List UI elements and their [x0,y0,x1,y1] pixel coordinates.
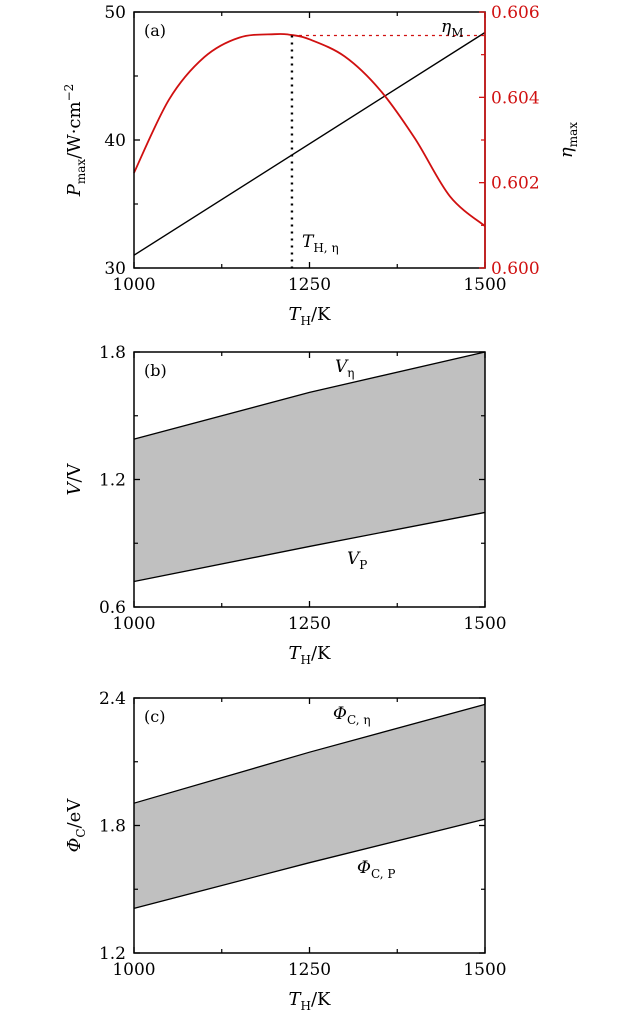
upper-boundary-line [133,351,486,440]
x-tick-label: 1000 [112,960,155,980]
x-tick-label: 1000 [112,275,155,295]
x-tick-label: 1000 [112,614,155,634]
plot-frame [133,11,486,269]
y-tick-label: 1.2 [99,944,126,964]
lower-boundary-line [133,818,486,910]
t-h-eta-annotation: TH, η [302,232,339,255]
y-left-label: Pmax/W·cm−2 [62,84,88,198]
panel-tag: (b) [144,361,167,380]
panel-2: 1000 1250 1500 0.6 1.2 1.8 V/V Vη VP TH/K (b) [64,343,507,667]
x-tick-label: 1250 [288,614,331,634]
y-tick-label: 0.6 [99,598,126,618]
right-tick-label: 0.600 [491,259,540,279]
y-tick-label: 1.2 [99,471,126,491]
y-tick-label: 50 [104,3,126,23]
upper-curve-annotation: Vη [335,357,354,380]
panel-tag: (c) [144,707,165,726]
lower-curve-annotation: ΦC, P [357,858,395,881]
right-tick-label: 0.604 [491,88,540,108]
right-tick-label: 0.606 [491,3,540,23]
y-right-label: ηmax [556,122,580,158]
x-tick-label: 1500 [463,275,506,295]
panel-1: ηM TH, η 1000 1250 1500 30 40 50 0.600 0.602 0.604… [62,3,580,328]
y-tick-label: 40 [104,131,126,151]
x-axis-label: TH/K [289,643,332,667]
x-tick-label: 1500 [463,960,506,980]
x-axis-label: TH/K [289,989,332,1013]
x-tick-label: 1250 [288,960,331,980]
shaded-region [134,704,485,909]
lower-curve-annotation: VP [347,549,367,572]
p-max-line [133,31,486,256]
eta-m-annotation: ηM [441,17,463,40]
x-tick-label: 1250 [288,275,331,295]
upper-boundary-line [133,703,486,804]
lower-boundary-line [133,511,486,583]
panel-tag: (a) [144,21,166,40]
right-tick-label: 0.602 [491,174,540,194]
y-label: ΦC/eV [64,798,88,853]
y-tick-label: 1.8 [99,817,126,837]
shaded-region [134,352,485,582]
y-tick-label: 1.8 [99,343,126,363]
panel-3: 1000 1250 1500 1.2 1.8 2.4 ΦC/eV ΦC, η ΦC, P TH/K… [64,689,507,1013]
eta-max-curve [133,33,486,227]
y-tick-label: 2.4 [99,689,126,709]
y-label: V/V [64,462,85,495]
x-axis-label: TH/K [289,304,332,328]
upper-curve-annotation: ΦC, η [333,704,371,727]
y-tick-label: 30 [104,259,126,279]
x-tick-label: 1500 [463,614,506,634]
